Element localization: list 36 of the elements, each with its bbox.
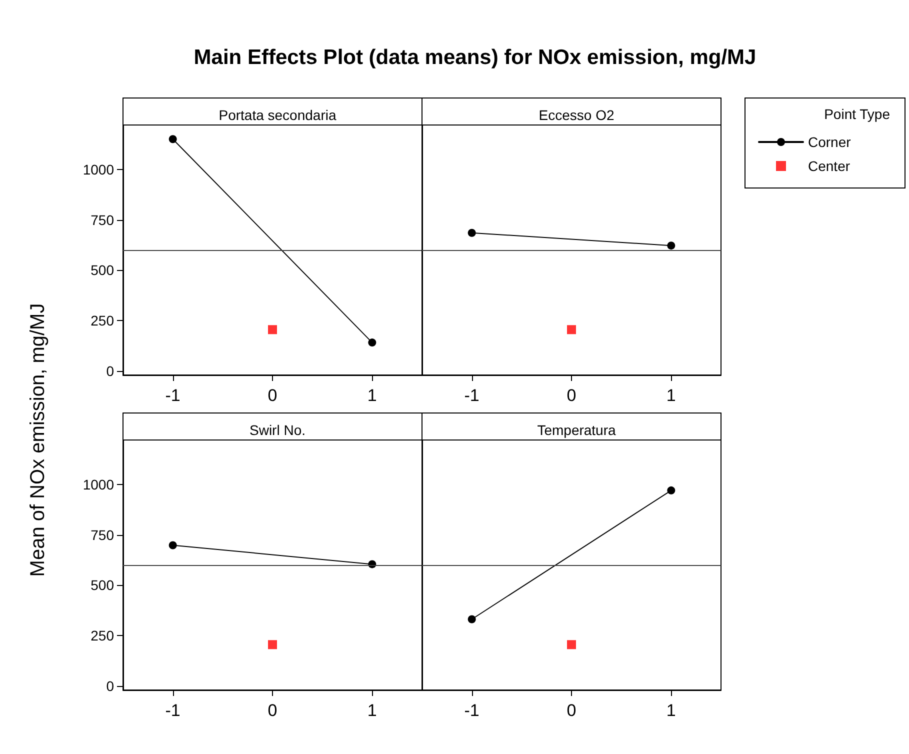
y-tick-label: 500 [90,262,114,278]
point [168,541,177,550]
point [268,325,277,334]
y-tick-label: 1000 [82,161,114,178]
y-tick-label: 0 [106,678,114,694]
y-tick-label: 750 [90,212,114,228]
x-tick-label: -1 [464,701,480,720]
x-tick-label: 1 [666,701,676,720]
x-tick-label: 1 [666,386,676,405]
y-tick-label: 500 [90,577,114,594]
chart-subtitle: Portata secondaria [218,107,336,123]
y-tick-label: 750 [90,526,114,543]
x-tick-label: -1 [165,701,180,720]
y-tick-label: 250 [90,312,114,329]
x-tick-label: 0 [566,701,576,720]
chart-subtitle: Swirl No. [249,422,306,438]
y-tick-label: 1000 [82,476,114,492]
x-tick-label: 0 [268,701,278,720]
x-tick-label: -1 [464,386,480,405]
y-tick-label: 250 [90,628,114,644]
x-tick-label: 1 [367,386,377,405]
legend-label: Corner [808,134,852,150]
y-axis-title: Mean of NOx emission, mg/MJ [27,303,49,577]
x-tick-label: 0 [268,386,278,405]
chart-subtitle: Eccesso O2 [538,107,614,123]
legend-title: Point Type [824,106,890,122]
point [268,640,277,650]
legend-label: Center [808,158,850,174]
x-tick-label: 1 [367,701,377,720]
x-tick-label: -1 [165,386,180,405]
chart-subtitle: Temperatura [537,422,616,438]
x-tick-label: 0 [566,386,576,405]
point [168,135,177,144]
y-tick-label: 0 [106,362,114,379]
point [368,338,376,347]
text: Main Effects Plot (data means) for NOx emission, mg/MJ [194,46,756,69]
